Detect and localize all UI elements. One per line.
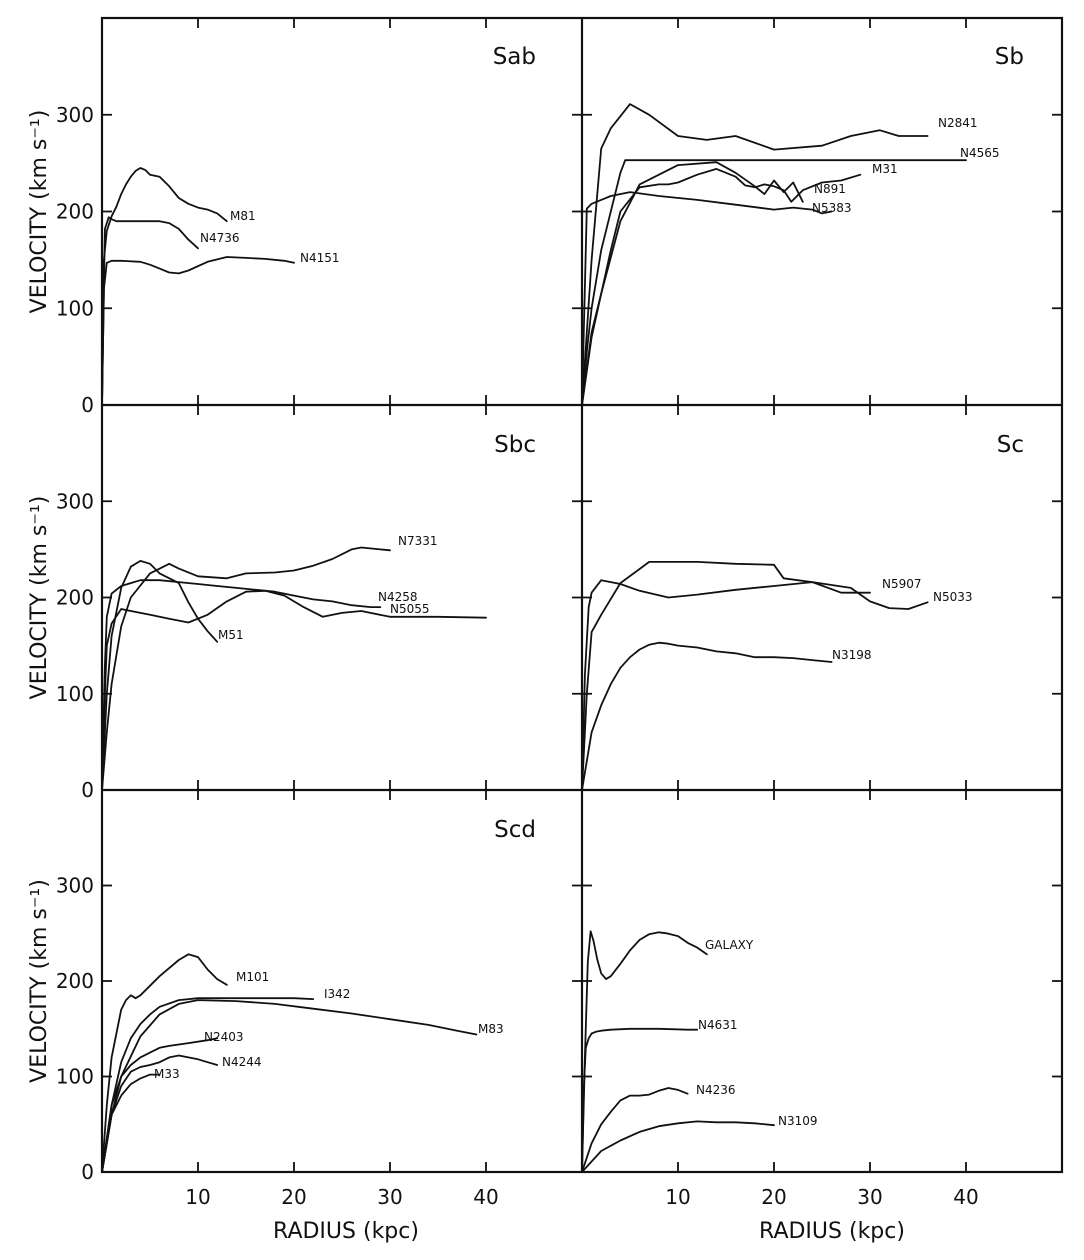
rotation-curve-n4736	[101, 216, 199, 406]
y-tick-label: 100	[56, 1065, 94, 1089]
x-axis-label: RADIUS (kpc)	[273, 1219, 419, 1244]
rotation-curve-n5033	[581, 579, 929, 791]
x-tick-label: 30	[857, 1185, 882, 1209]
y-tick-label: 0	[81, 393, 94, 417]
rotation-curve-i342	[101, 997, 315, 1173]
rotation-curve-n891	[581, 161, 804, 406]
rotation-curve-n7331	[101, 546, 391, 791]
rotation-curve-n4631	[581, 1027, 699, 1173]
curve-label-n4244: N4244	[222, 1055, 262, 1069]
curve-label-n2403: N2403	[204, 1030, 244, 1044]
x-tick-label: 20	[761, 1185, 786, 1209]
y-axis-label: VELOCITY (km s⁻¹)	[27, 496, 52, 700]
curve-label-m33: M33	[154, 1067, 180, 1081]
x-tick-label: 30	[377, 1185, 402, 1209]
curve-label-n2841: N2841	[938, 116, 978, 130]
rotation-curve-m31	[581, 167, 862, 406]
curve-label-n891: N891	[814, 182, 846, 196]
rotation-curve-n4236	[581, 1087, 689, 1173]
rotation-curve-n3109	[581, 1120, 775, 1173]
curve-label-n3109: N3109	[778, 1114, 818, 1128]
rotation-curve-n5907	[581, 561, 871, 791]
rotation-curve-m101	[101, 953, 228, 1173]
curve-label-m51: M51	[218, 628, 244, 642]
curve-label-n4631: N4631	[698, 1018, 738, 1032]
rotation-curve-m33	[101, 1073, 161, 1173]
rotation-curve-n2403	[101, 1037, 219, 1173]
rotation-curve-galaxy	[581, 930, 708, 1173]
curve-label-n4736: N4736	[200, 231, 240, 245]
x-tick-label: 10	[665, 1185, 690, 1209]
x-tick-label: 20	[281, 1185, 306, 1209]
rotation-curve-n4258	[101, 579, 382, 791]
curve-label-n5383: N5383	[812, 201, 852, 215]
rotation-curve-m81	[101, 167, 228, 406]
y-tick-label: 300	[56, 103, 94, 127]
rotation-curve-m51	[101, 560, 219, 791]
panel-title: Sbc	[494, 432, 536, 458]
y-axis-label: VELOCITY (km s⁻¹)	[27, 879, 52, 1083]
y-tick-label: 300	[56, 489, 94, 513]
y-tick-label: 100	[56, 682, 94, 706]
curve-label-n4236: N4236	[696, 1083, 736, 1097]
curve-label-m101: M101	[236, 970, 269, 984]
curve-label-n4151: N4151	[300, 251, 340, 265]
panel-title: Sab	[493, 44, 536, 70]
y-tick-label: 200	[56, 969, 94, 993]
curve-label-i342: I342	[324, 987, 350, 1001]
rotation-curve-n5055	[101, 589, 487, 791]
y-tick-label: 0	[81, 778, 94, 802]
x-tick-label: 40	[473, 1185, 498, 1209]
rotation-curve-m83	[101, 999, 478, 1173]
rotation-curve-n4244	[101, 1054, 219, 1173]
y-tick-label: 100	[56, 296, 94, 320]
curve-label-n3198: N3198	[832, 648, 872, 662]
curve-label-n5055: N5055	[390, 602, 430, 616]
curve-label-m31: M31	[872, 162, 898, 176]
rotation-curve-n2841	[581, 103, 929, 406]
rotation-curve-n4151	[101, 256, 295, 406]
x-tick-label: 40	[953, 1185, 978, 1209]
curve-label-n7331: N7331	[398, 534, 438, 548]
x-tick-label: 10	[185, 1185, 210, 1209]
y-tick-label: 200	[56, 586, 94, 610]
y-tick-label: 0	[81, 1160, 94, 1184]
curve-label-galaxy: GALAXY	[705, 938, 754, 952]
y-axis-label: VELOCITY (km s⁻¹)	[27, 110, 52, 314]
panel-title: Sc	[997, 432, 1024, 458]
x-axis-label: RADIUS (kpc)	[759, 1219, 905, 1244]
rotation-curve-n5383	[581, 191, 833, 406]
curve-label-n5907: N5907	[882, 577, 922, 591]
curve-label-n4565: N4565	[960, 146, 1000, 160]
curve-label-n4258: N4258	[378, 590, 418, 604]
curves-layer	[101, 103, 967, 1173]
panel-title: Sb	[995, 44, 1024, 70]
curve-label-m83: M83	[478, 1022, 504, 1036]
curve-label-n5033: N5033	[933, 590, 973, 604]
y-tick-label: 300	[56, 874, 94, 898]
panel-title: Scd	[494, 817, 536, 843]
rotation-curve-n3198	[581, 641, 833, 791]
curve-label-m81: M81	[230, 209, 256, 223]
rotation-curve-n4565	[581, 159, 967, 406]
y-tick-label: 200	[56, 200, 94, 224]
